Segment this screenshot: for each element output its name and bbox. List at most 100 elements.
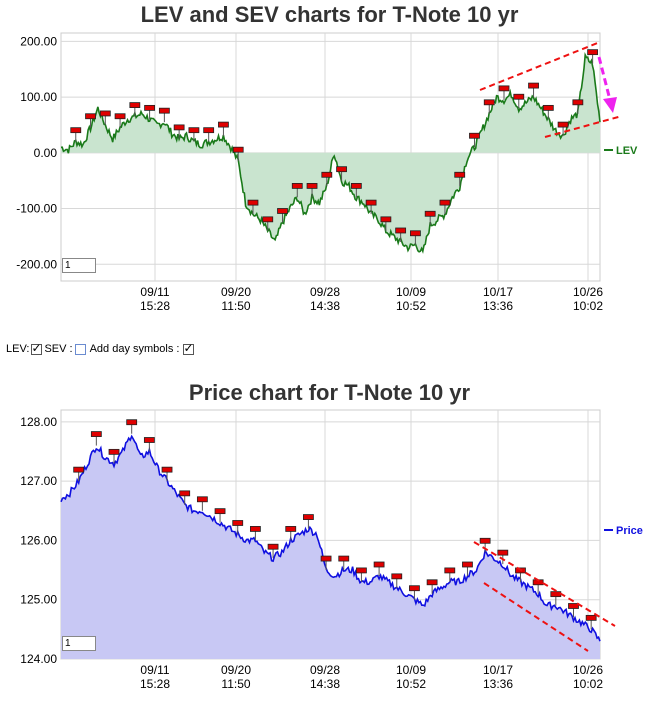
chart-options: LEV: SEV : Add day symbols : [6,341,197,355]
day-marker [99,110,111,117]
day-marker [338,555,350,562]
day-symbols-option[interactable]: Add day symbols : [88,341,197,355]
x-tick-time: 13:36 [483,677,513,691]
x-tick-date: 09/20 [221,663,251,677]
x-tick-date: 10/26 [573,663,603,677]
x-tick-date: 09/11 [140,663,169,677]
y-tick-label: 0.00 [34,146,58,160]
day-marker [291,183,303,189]
series-line [60,52,601,254]
y-tick-label: 127.00 [20,474,57,488]
sev-option[interactable]: SEV : [44,343,87,355]
upper-trendline [473,541,616,627]
day-marker [542,104,554,111]
x-tick-time: 10:52 [396,299,426,313]
day-symbols-checkbox[interactable] [183,341,195,355]
day-marker [203,127,215,134]
day-marker [70,127,82,134]
day-marker [426,579,438,586]
day-marker [232,520,244,526]
x-tick-date: 09/11 [140,285,169,299]
upper-trendline [479,41,601,91]
x-tick-date: 09/28 [310,663,340,677]
day-marker [365,199,377,206]
day-marker [336,166,347,173]
x-tick-time: 15:28 [140,299,170,313]
day-marker [568,603,579,609]
y-tick-label: 100.00 [20,90,57,104]
lower-trendline [544,115,623,138]
day-marker [126,419,138,426]
day-marker [73,466,85,473]
day-marker [410,230,421,237]
x-tick-time: 14:38 [310,299,340,313]
lev-zoom-box[interactable]: 1 [62,258,96,273]
day-marker [196,496,208,503]
day-marker [179,490,191,497]
series-area [61,54,600,252]
day-marker [572,99,584,106]
day-marker [161,466,173,473]
day-marker [320,555,332,562]
day-marker [454,171,466,178]
day-marker [439,199,451,206]
sev-checkbox[interactable] [74,343,86,355]
x-tick-time: 10:52 [396,677,426,691]
day-marker [129,102,141,108]
series-area [61,436,600,659]
day-marker [479,537,491,544]
day-marker [587,49,599,56]
x-tick-date: 09/20 [221,285,251,299]
day-marker [218,121,229,128]
x-tick-date: 10/09 [396,663,426,677]
day-symbols-label: Add day symbols : [89,343,180,355]
day-marker [108,448,120,455]
day-marker [285,526,297,532]
price-zoom-box[interactable]: 1 [62,636,96,651]
day-marker [585,614,597,621]
day-marker [90,431,102,437]
x-tick-time: 11:50 [221,299,250,313]
day-marker [409,585,420,592]
lower-trendline [483,582,589,652]
day-marker [306,183,318,189]
series-line [60,434,601,642]
price-chart-title: Price chart for T-Note 10 yr [188,380,471,405]
day-marker [247,199,259,206]
day-marker [143,437,155,443]
day-marker [513,93,525,100]
x-tick-date: 10/09 [396,285,426,299]
day-marker [391,573,403,580]
day-marker [114,113,126,120]
legend-label: LEV [616,145,638,157]
lev-checkbox[interactable] [31,341,43,355]
day-marker [232,146,244,153]
y-tick-label: 128.00 [20,415,57,429]
day-marker [277,208,288,214]
day-marker [321,171,333,178]
day-marker [158,107,170,114]
day-marker [462,561,473,568]
y-tick-label: 200.00 [20,34,57,48]
lev-chart-title: LEV and SEV charts for T-Note 10 yr [140,2,519,27]
trend-arrow-head [603,97,617,113]
day-marker [350,183,362,189]
lev-option[interactable]: LEV: [6,341,44,355]
trend-arrow-shaft [597,56,612,101]
day-marker [267,543,279,550]
y-tick-label: 124.00 [20,652,57,666]
day-marker [356,567,367,574]
day-marker [498,85,510,92]
x-tick-time: 11:50 [221,677,250,691]
day-marker [497,549,509,556]
day-marker [380,216,392,223]
day-marker [528,82,539,89]
day-marker [303,514,314,520]
day-marker [424,210,436,217]
day-marker [173,124,185,131]
x-tick-date: 10/17 [483,285,513,299]
y-tick-label: -100.00 [16,202,57,216]
day-marker [469,132,480,139]
sev-option-label: SEV : [44,343,73,355]
